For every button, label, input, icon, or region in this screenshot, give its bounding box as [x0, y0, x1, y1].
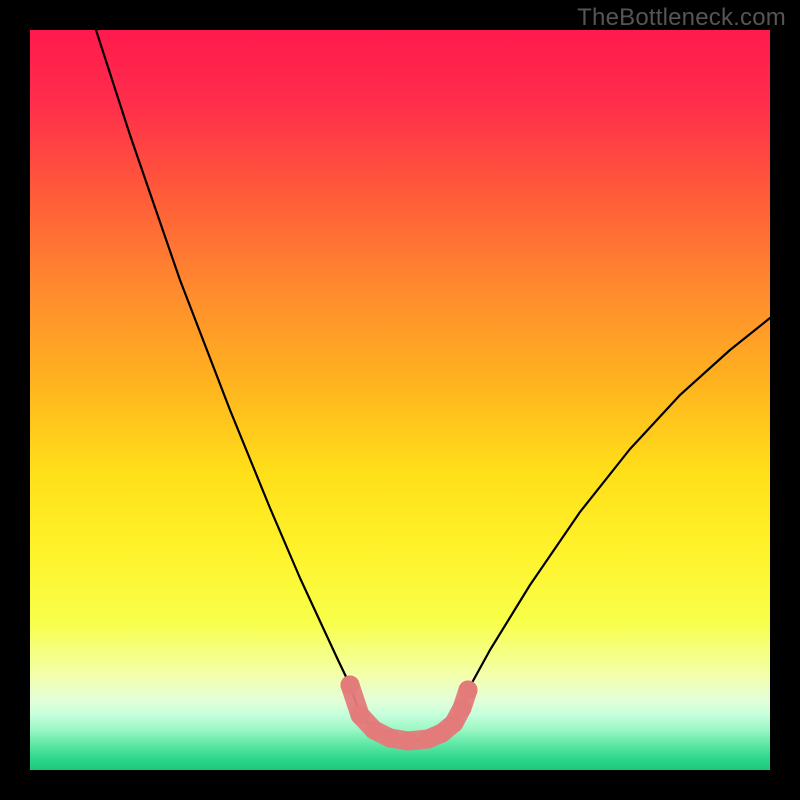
page-root: TheBottleneck.com: [0, 0, 800, 800]
gradient-background: [30, 30, 770, 770]
frame-right: [770, 0, 800, 800]
bottleneck-chart: [0, 0, 800, 800]
bead-point: [381, 729, 400, 748]
bead-point: [453, 699, 472, 718]
bead-point: [399, 732, 418, 751]
bead-point: [351, 706, 370, 725]
bead-point: [341, 676, 360, 695]
frame-bottom: [0, 770, 800, 800]
watermark-label: TheBottleneck.com: [577, 4, 786, 32]
frame-left: [0, 0, 30, 800]
bead-point: [459, 681, 478, 700]
